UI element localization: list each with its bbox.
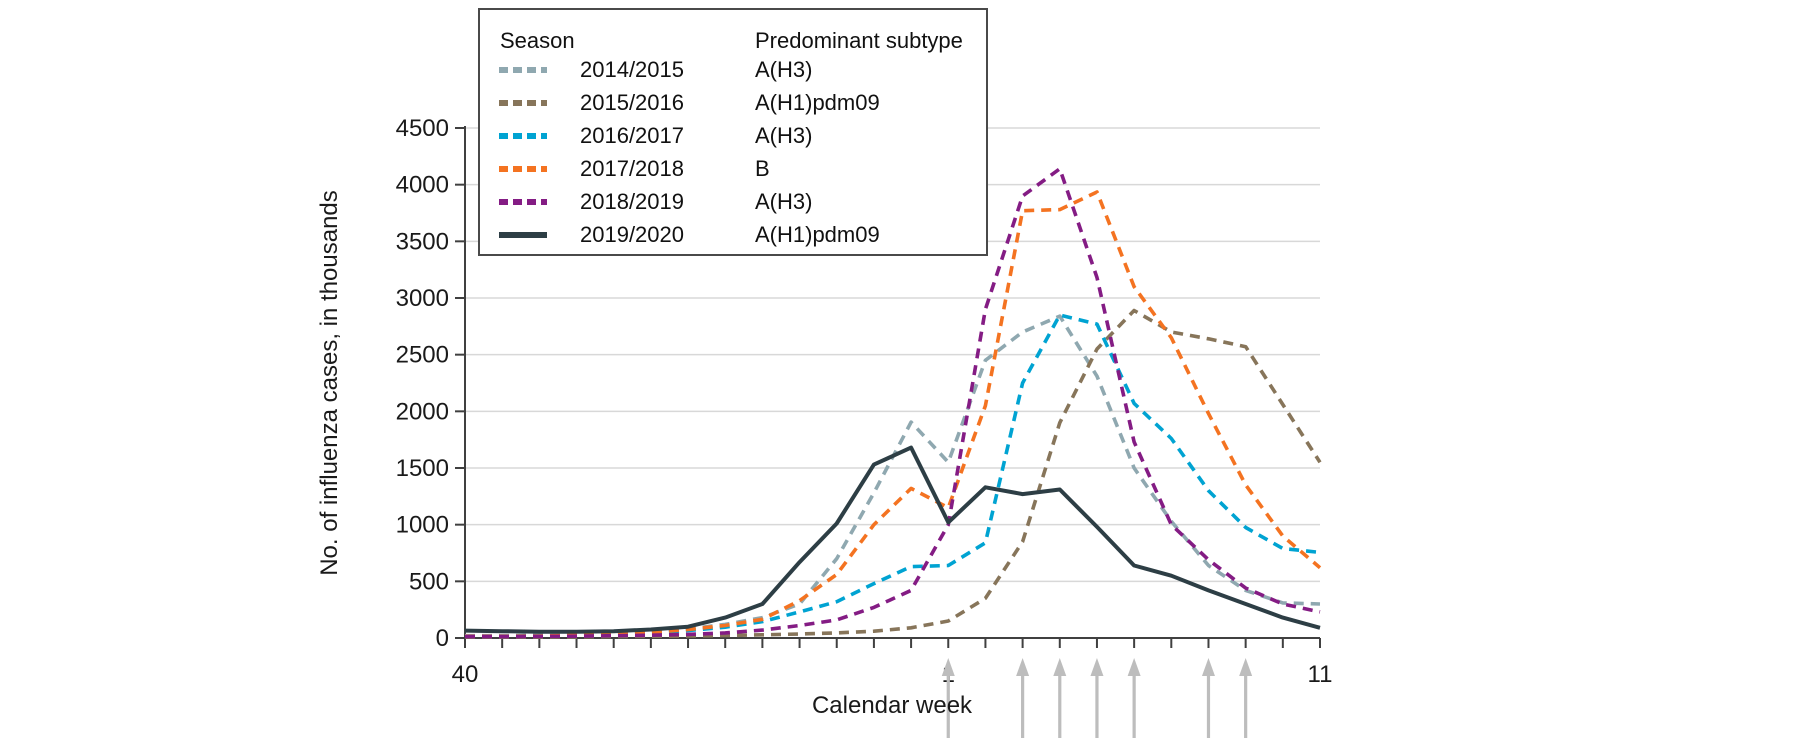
chart-line-2016-2017 <box>465 313 1321 639</box>
chart-line-2014-2015 <box>465 314 1321 638</box>
x-tick-label: 11 <box>1308 661 1333 688</box>
y-tick-label: 2500 <box>396 342 449 369</box>
legend-swatch <box>499 67 547 73</box>
y-tick-label: 2000 <box>396 398 449 425</box>
arrow-head-week-9 <box>1239 658 1253 676</box>
legend-swatch <box>499 166 547 172</box>
legend-season-label: 2016/2017 <box>580 123 684 148</box>
y-tick-label: 0 <box>436 625 449 652</box>
legend-swatch <box>499 199 547 205</box>
legend-subtype-label: A(H3) <box>755 57 813 82</box>
legend-box: Season Predominant subtype 2014/2015 A(H3… <box>478 8 988 256</box>
legend-row-2014-2015: 2014/2015 A(H3) <box>480 57 986 83</box>
y-tick-label: 1000 <box>396 512 449 539</box>
y-tick-label: 500 <box>409 568 449 595</box>
legend-swatch <box>499 100 547 106</box>
arrow-head-week-5 <box>1090 658 1104 676</box>
chart-line-2017-2018 <box>465 190 1322 639</box>
legend-subtype-label: A(H3) <box>755 123 813 148</box>
legend-subtype-label: B <box>755 156 770 181</box>
legend-subtype-label: A(H3) <box>755 189 813 214</box>
x-axis-title: Calendar week <box>811 692 973 719</box>
arrow-head-week-8 <box>1201 658 1215 676</box>
legend-season-header: Season <box>500 28 575 53</box>
y-tick-label: 1500 <box>396 455 449 482</box>
legend-season-label: 2018/2019 <box>580 189 684 214</box>
chart-line-2018-2019 <box>465 167 1321 639</box>
y-tick-label: 4500 <box>396 115 449 142</box>
x-tick-label: 40 <box>452 661 479 688</box>
legend-row-2019-2020: 2019/2020 A(H1)pdm09 <box>480 222 986 248</box>
arrow-head-week-3 <box>1016 658 1030 676</box>
y-axis-title: No. of influenza cases, in thousands <box>316 190 343 576</box>
chart-line-2015-2016 <box>465 308 1322 639</box>
legend-subtype-label: A(H1)pdm09 <box>755 90 880 115</box>
legend-season-label: 2014/2015 <box>580 57 684 82</box>
legend-season-label: 2015/2016 <box>580 90 684 115</box>
legend-row-2017-2018: 2017/2018 B <box>480 156 986 182</box>
y-tick-label: 3500 <box>396 228 449 255</box>
legend-swatch <box>499 133 547 139</box>
legend-season-label: 2019/2020 <box>580 222 684 247</box>
y-tick-label: 4000 <box>396 172 449 199</box>
legend-season-label: 2017/2018 <box>580 156 684 181</box>
legend-row-2015-2016: 2015/2016 A(H1)pdm09 <box>480 90 986 116</box>
chart-line-2019-2020 <box>464 445 1321 634</box>
legend-row-2018-2019: 2018/2019 A(H3) <box>480 189 986 215</box>
arrow-head-week-1 <box>941 658 955 676</box>
legend-subtype-label: A(H1)pdm09 <box>755 222 880 247</box>
arrow-head-week-4 <box>1053 658 1067 676</box>
y-tick-label: 3000 <box>396 285 449 312</box>
legend-row-2016-2017: 2016/2017 A(H3) <box>480 123 986 149</box>
legend-subtype-header: Predominant subtype <box>755 28 963 53</box>
legend-swatch <box>499 232 547 238</box>
arrow-head-week-6 <box>1127 658 1141 676</box>
